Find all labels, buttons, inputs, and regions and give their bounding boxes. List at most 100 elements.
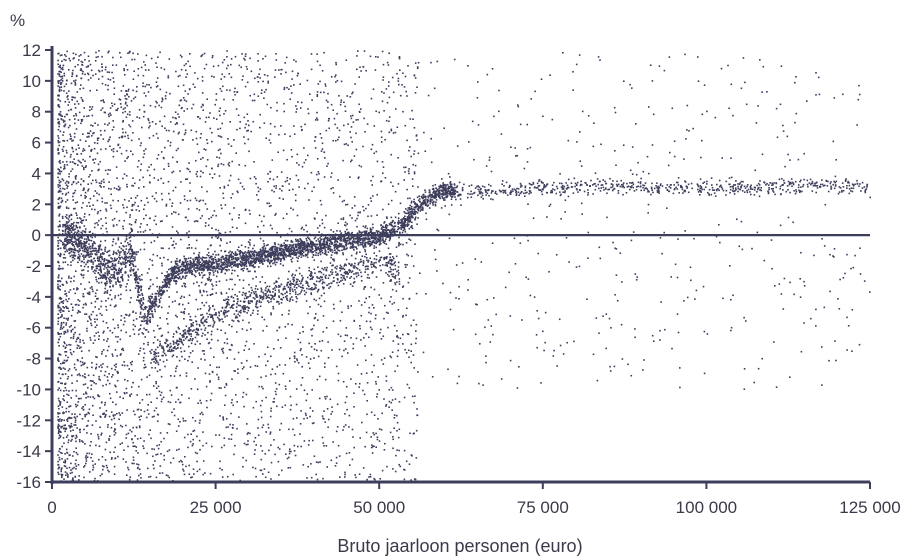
data-point [203,260,206,263]
data-point [241,268,244,270]
data-point [398,280,401,283]
data-point [400,221,402,224]
data-point [164,278,167,281]
data-point [483,186,486,188]
data-point [353,196,356,198]
data-point [92,263,94,265]
data-point [297,242,299,245]
data-point [306,287,308,290]
data-point [328,245,331,247]
data-point [139,311,142,314]
data-point [340,266,343,268]
data-point [604,180,606,183]
data-point [865,188,868,190]
data-point [385,229,388,232]
data-point [306,236,309,239]
data-point [814,184,816,186]
data-point [470,190,472,193]
data-point [246,255,249,258]
data-point [296,248,298,251]
data-point [595,185,597,187]
data-point [222,352,225,354]
data-point [435,194,438,197]
data-point [213,266,216,268]
data-point [218,258,221,261]
data-point [185,270,187,272]
data-point [158,291,160,294]
data-point [543,185,545,188]
data-point [133,268,135,271]
data-point [564,190,566,192]
data-point [273,248,276,250]
data-point [364,236,366,239]
data-point [409,220,411,222]
data-point [283,253,286,255]
data-point [209,364,211,366]
data-point [325,269,328,272]
data-point [319,240,322,242]
data-point [180,238,182,241]
data-point [380,228,383,230]
data-point [192,338,194,340]
data-point [355,267,358,269]
data-point [300,256,303,258]
data-point [318,248,320,251]
data-point [308,288,310,290]
data-point [311,251,313,254]
data-point [675,181,678,184]
data-point [528,192,530,195]
data-point [186,247,189,249]
data-point [576,181,579,184]
data-point [113,252,115,254]
data-point [357,274,360,276]
data-point [112,260,114,262]
data-point [204,266,206,268]
data-point [58,407,60,410]
data-point [771,182,773,185]
data-point [106,251,108,253]
data-point [795,189,797,191]
data-point [102,262,104,265]
data-point [456,186,458,189]
data-point [65,317,68,320]
data-point [86,240,88,243]
data-point [368,237,370,240]
data-point [523,192,525,195]
data-point [59,173,61,175]
data-point [243,259,245,261]
data-point [236,253,238,256]
data-point [253,266,255,269]
data-point [182,264,185,266]
data-point [253,250,256,252]
data-point [224,262,227,264]
data-point [635,188,638,191]
data-point [98,260,100,263]
data-point [194,263,196,265]
data-point [524,186,527,189]
data-point [182,343,184,346]
data-point [148,316,151,319]
data-point [218,260,220,263]
data-point [488,194,490,197]
data-point [242,308,245,311]
data-point [243,267,245,270]
data-point [240,250,242,253]
data-point [438,189,441,192]
data-point [282,255,285,258]
data-point [91,232,94,235]
data-point [359,437,361,439]
data-point [338,237,341,240]
data-point [170,270,173,272]
data-point [389,256,391,259]
data-point [256,313,259,315]
data-point [539,189,541,191]
data-point [389,230,392,232]
data-point [202,317,204,319]
data-point [221,263,223,266]
data-point [79,227,81,229]
data-point [99,277,102,279]
data-point [176,277,179,279]
data-point [668,190,671,193]
data-point [504,189,507,192]
data-point [285,296,287,298]
